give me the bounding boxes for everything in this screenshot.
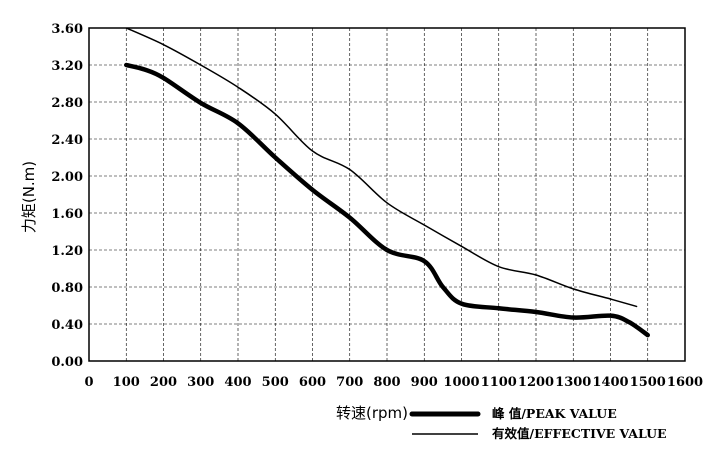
x-tick-label: 1100 (481, 375, 517, 390)
x-tick-label: 200 (150, 375, 177, 390)
series-line-effective (125, 28, 638, 308)
y-tick-label: 0.80 (51, 281, 83, 296)
y-tick-label: 1.20 (51, 244, 83, 259)
x-tick-label: 500 (262, 375, 289, 390)
x-tick-label: 100 (113, 375, 140, 390)
x-tick-label: 0 (84, 375, 93, 390)
x-axis-label: 转速(rpm) (336, 404, 408, 422)
y-tick-label: 1.60 (51, 207, 83, 222)
legend: 峰 值/PEAK VALUE 有效值/EFFECTIVE VALUE (409, 406, 667, 441)
x-axis-ticks: 0 100 200 300 400 500 600 700 800 900 1000 1100 1200… (84, 375, 703, 390)
x-tick-label: 900 (411, 375, 438, 390)
y-tick-label: 0.40 (51, 318, 83, 333)
x-tick-label: 1600 (667, 375, 703, 390)
x-tick-label: 400 (224, 375, 251, 390)
y-tick-label: 0.00 (51, 355, 83, 370)
x-tick-label: 800 (373, 375, 400, 390)
y-tick-label: 3.20 (51, 59, 83, 74)
x-tick-label: 300 (187, 375, 214, 390)
y-axis-label: 力矩(N.m) (20, 161, 38, 233)
x-tick-label: 600 (299, 375, 326, 390)
x-tick-label: 1400 (592, 375, 628, 390)
y-tick-label: 2.00 (51, 170, 83, 185)
legend-label-effective: 有效值/EFFECTIVE VALUE (492, 426, 667, 441)
grid-lines (88, 27, 686, 362)
x-tick-label: 1200 (518, 375, 554, 390)
plot-frame (88, 27, 686, 362)
x-tick-label: 1500 (630, 375, 666, 390)
series-lines (124, 28, 650, 338)
y-axis-ticks: 0.00 0.40 0.80 1.20 1.60 2.00 2.40 2.80 3.20 3.60 (51, 22, 83, 370)
legend-label-peak: 峰 值/PEAK VALUE (492, 406, 617, 421)
x-tick-label: 1300 (555, 375, 591, 390)
y-tick-label: 2.80 (51, 96, 83, 111)
x-tick-label: 700 (336, 375, 363, 390)
y-tick-label: 2.40 (51, 133, 83, 148)
x-tick-label: 1000 (443, 375, 479, 390)
y-tick-label: 3.60 (51, 22, 83, 37)
series-line-peak (124, 62, 650, 338)
